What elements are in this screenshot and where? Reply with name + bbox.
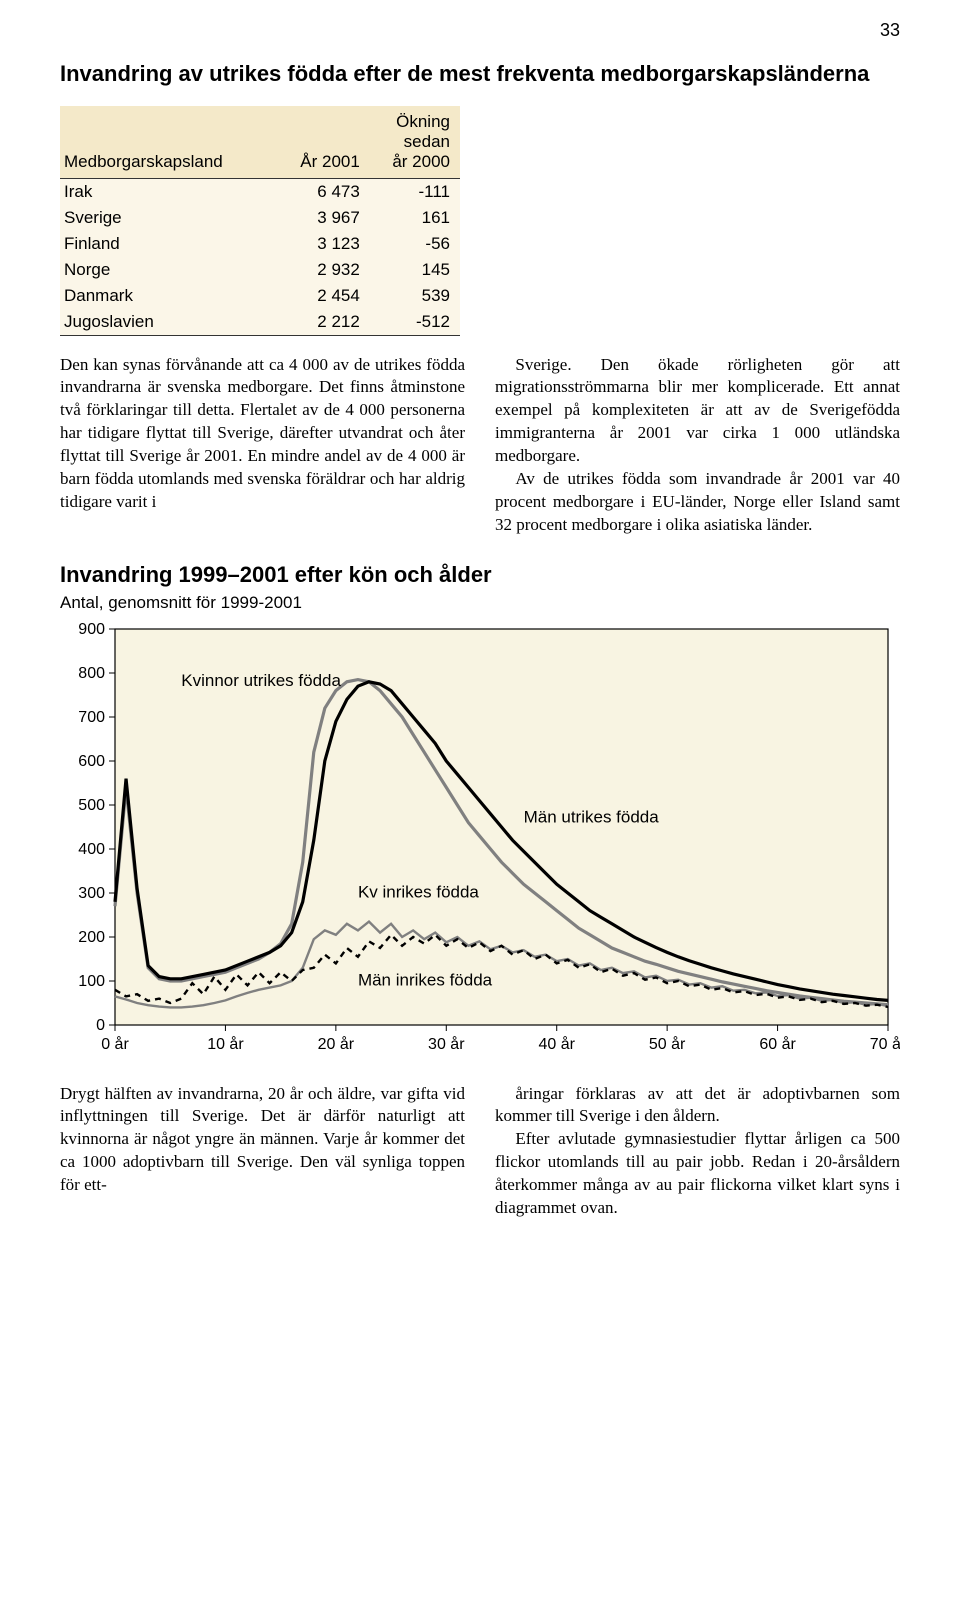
svg-text:Män inrikes födda: Män inrikes födda <box>358 970 493 989</box>
cell-country: Finland <box>60 231 277 257</box>
cell-country: Sverige <box>60 205 277 231</box>
cell-year: 3 967 <box>277 205 370 231</box>
svg-text:300: 300 <box>78 885 105 902</box>
table-row: Jugoslavien2 212-512 <box>60 309 460 336</box>
col-change: Ökning sedan år 2000 <box>370 106 460 179</box>
section1-body: Den kan synas förvånande att ca 4 000 av… <box>60 354 900 538</box>
cell-change: -56 <box>370 231 460 257</box>
cell-year: 2 454 <box>277 283 370 309</box>
col-country: Medborgarskapsland <box>60 106 277 179</box>
svg-text:900: 900 <box>78 621 105 638</box>
svg-text:30 år: 30 år <box>428 1035 465 1053</box>
svg-text:500: 500 <box>78 797 105 814</box>
svg-text:40 år: 40 år <box>538 1035 575 1053</box>
svg-text:800: 800 <box>78 665 105 682</box>
table-row: Danmark2 454539 <box>60 283 460 309</box>
svg-text:0: 0 <box>96 1017 105 1034</box>
cell-country: Irak <box>60 178 277 205</box>
bottom-body: Drygt hälften av invandrarna, 20 år och … <box>60 1083 900 1221</box>
cell-country: Danmark <box>60 283 277 309</box>
table-header-row: Medborgarskapsland År 2001 Ökning sedan … <box>60 106 460 179</box>
para: Av de utrikes födda som invandrade år 20… <box>495 468 900 537</box>
svg-text:20 år: 20 år <box>318 1035 355 1053</box>
cell-year: 2 932 <box>277 257 370 283</box>
svg-text:200: 200 <box>78 929 105 946</box>
svg-text:700: 700 <box>78 709 105 726</box>
cell-change: 161 <box>370 205 460 231</box>
countries-table: Medborgarskapsland År 2001 Ökning sedan … <box>60 106 460 336</box>
svg-text:Kvinnor utrikes födda: Kvinnor utrikes födda <box>181 671 341 690</box>
cell-change: 145 <box>370 257 460 283</box>
chart-subtitle: Antal, genomsnitt för 1999-2001 <box>60 593 900 613</box>
svg-text:100: 100 <box>78 973 105 990</box>
chart-title: Invandring 1999–2001 efter kön och ålder <box>60 561 900 589</box>
svg-text:400: 400 <box>78 841 105 858</box>
col-year: År 2001 <box>277 106 370 179</box>
cell-change: 539 <box>370 283 460 309</box>
page-number: 33 <box>880 20 900 41</box>
table-row: Irak6 473-111 <box>60 178 460 205</box>
svg-text:60 år: 60 år <box>759 1035 796 1053</box>
svg-text:50 år: 50 år <box>649 1035 686 1053</box>
section1-title: Invandring av utrikes födda efter de mes… <box>60 60 900 88</box>
chart-section: Invandring 1999–2001 efter kön och ålder… <box>60 561 900 1061</box>
svg-text:Kv inrikes födda: Kv inrikes födda <box>358 882 479 901</box>
cell-year: 3 123 <box>277 231 370 257</box>
cell-change: -111 <box>370 178 460 205</box>
svg-text:600: 600 <box>78 753 105 770</box>
page: 33 Invandring av utrikes födda efter de … <box>0 0 960 1260</box>
cell-country: Norge <box>60 257 277 283</box>
svg-text:Män utrikes födda: Män utrikes födda <box>524 807 660 826</box>
cell-year: 2 212 <box>277 309 370 336</box>
para: åringar förklaras av att det är adoptivb… <box>495 1083 900 1129</box>
line-chart: 0 100 200 300 400 500 600 700 800 900 0 år 10 år 20 … <box>60 621 900 1061</box>
cell-year: 6 473 <box>277 178 370 205</box>
para: Den kan synas förvånande att ca 4 000 av… <box>60 354 465 515</box>
col-change-l1: Ökning <box>396 112 450 131</box>
col-change-l2: sedan <box>404 132 450 151</box>
svg-text:10 år: 10 år <box>207 1035 244 1053</box>
cell-change: -512 <box>370 309 460 336</box>
cell-country: Jugoslavien <box>60 309 277 336</box>
svg-text:70 år: 70 år <box>870 1035 900 1053</box>
table-row: Sverige3 967161 <box>60 205 460 231</box>
col-change-l3: år 2000 <box>392 152 450 171</box>
table-row: Finland3 123-56 <box>60 231 460 257</box>
table-row: Norge2 932145 <box>60 257 460 283</box>
para: Efter avlutade gymnasiestudier flyttar å… <box>495 1128 900 1220</box>
para: Drygt hälften av invandrarna, 20 år och … <box>60 1083 465 1198</box>
para: Sverige. Den ökade rörligheten gör att m… <box>495 354 900 469</box>
svg-text:0 år: 0 år <box>101 1035 129 1053</box>
